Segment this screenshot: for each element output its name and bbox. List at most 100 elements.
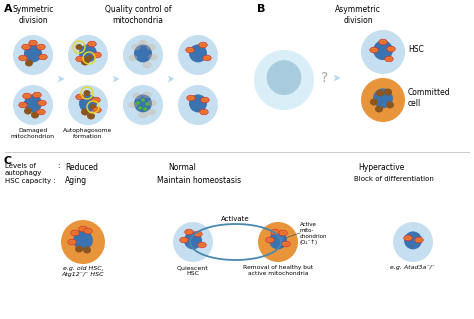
Ellipse shape <box>147 44 155 50</box>
Circle shape <box>61 220 105 264</box>
Text: Block of differentiation: Block of differentiation <box>354 176 434 182</box>
Circle shape <box>266 60 301 95</box>
Ellipse shape <box>200 109 208 115</box>
Ellipse shape <box>143 92 151 98</box>
Ellipse shape <box>75 246 83 253</box>
Ellipse shape <box>37 109 45 115</box>
Ellipse shape <box>266 237 274 243</box>
Circle shape <box>68 85 108 125</box>
Ellipse shape <box>370 47 378 53</box>
Text: Asymmetric
division: Asymmetric division <box>335 5 381 25</box>
Ellipse shape <box>29 40 37 46</box>
Text: ?: ? <box>321 71 328 85</box>
Ellipse shape <box>31 112 39 118</box>
Circle shape <box>173 222 213 262</box>
Ellipse shape <box>22 44 30 50</box>
Ellipse shape <box>376 90 384 97</box>
Circle shape <box>13 85 53 125</box>
Ellipse shape <box>187 95 195 101</box>
Text: Committed
cell: Committed cell <box>408 88 451 108</box>
Ellipse shape <box>23 93 31 99</box>
Circle shape <box>361 30 405 74</box>
Ellipse shape <box>93 52 101 58</box>
Circle shape <box>143 107 147 111</box>
Ellipse shape <box>76 94 84 100</box>
Ellipse shape <box>83 247 91 254</box>
Ellipse shape <box>375 106 383 113</box>
Ellipse shape <box>68 239 76 245</box>
Ellipse shape <box>71 230 79 236</box>
Circle shape <box>269 231 287 249</box>
Text: Damaged
mitochondrion: Damaged mitochondrion <box>11 128 55 139</box>
Text: Activate: Activate <box>221 216 250 222</box>
Text: :: : <box>57 163 59 169</box>
Circle shape <box>123 85 163 125</box>
Ellipse shape <box>139 112 147 118</box>
Ellipse shape <box>385 56 393 62</box>
Ellipse shape <box>87 113 95 120</box>
Ellipse shape <box>38 100 46 106</box>
Ellipse shape <box>76 56 84 62</box>
Circle shape <box>373 40 393 60</box>
Ellipse shape <box>139 40 147 46</box>
Ellipse shape <box>133 93 141 99</box>
Ellipse shape <box>279 230 287 236</box>
Ellipse shape <box>143 62 151 68</box>
Ellipse shape <box>203 55 211 61</box>
Ellipse shape <box>148 100 156 106</box>
Ellipse shape <box>147 109 155 115</box>
Text: Aging: Aging <box>65 176 87 185</box>
Circle shape <box>136 101 140 105</box>
Circle shape <box>393 222 433 262</box>
Circle shape <box>189 44 207 63</box>
Text: A: A <box>4 4 13 14</box>
Ellipse shape <box>92 97 100 103</box>
Circle shape <box>361 78 405 122</box>
Circle shape <box>68 35 108 75</box>
Ellipse shape <box>79 226 87 232</box>
Text: Levels of
autophagy: Levels of autophagy <box>5 163 42 176</box>
Ellipse shape <box>81 58 89 65</box>
Ellipse shape <box>24 108 32 115</box>
Text: B: B <box>257 4 265 14</box>
Text: e.g. Atad3a⁻/⁻: e.g. Atad3a⁻/⁻ <box>391 265 436 270</box>
Ellipse shape <box>93 107 101 113</box>
Ellipse shape <box>386 101 394 108</box>
Circle shape <box>79 94 97 112</box>
Ellipse shape <box>129 102 137 108</box>
Ellipse shape <box>33 92 41 98</box>
Ellipse shape <box>19 55 27 61</box>
Ellipse shape <box>180 237 188 243</box>
Text: Autophagosome
formation: Autophagosome formation <box>64 128 113 139</box>
Text: Active
mito-
chondrion
(O₂⁻↑): Active mito- chondrion (O₂⁻↑) <box>300 222 328 245</box>
Ellipse shape <box>370 99 378 106</box>
Ellipse shape <box>88 41 96 47</box>
Circle shape <box>254 50 314 110</box>
Circle shape <box>24 94 42 112</box>
Ellipse shape <box>129 55 137 61</box>
Circle shape <box>79 44 97 63</box>
Circle shape <box>145 102 149 106</box>
Text: Reduced: Reduced <box>65 163 98 172</box>
Ellipse shape <box>19 102 27 108</box>
Ellipse shape <box>75 44 82 50</box>
Ellipse shape <box>194 231 202 237</box>
Circle shape <box>73 230 93 250</box>
Text: C: C <box>4 156 12 166</box>
Text: Removal of healthy but
active mitochondria: Removal of healthy but active mitochondr… <box>243 265 313 276</box>
Circle shape <box>13 35 53 75</box>
Ellipse shape <box>379 39 387 45</box>
Ellipse shape <box>39 54 47 60</box>
Ellipse shape <box>198 242 206 248</box>
Circle shape <box>178 85 218 125</box>
Circle shape <box>24 44 42 63</box>
Text: Maintain homeostasis: Maintain homeostasis <box>157 176 241 185</box>
Circle shape <box>138 106 142 110</box>
Ellipse shape <box>149 54 157 60</box>
Ellipse shape <box>84 228 92 234</box>
Ellipse shape <box>404 235 412 241</box>
Circle shape <box>178 35 218 75</box>
Ellipse shape <box>83 90 91 96</box>
Text: Quality control of
mitochondria: Quality control of mitochondria <box>105 5 171 25</box>
Circle shape <box>404 231 422 249</box>
